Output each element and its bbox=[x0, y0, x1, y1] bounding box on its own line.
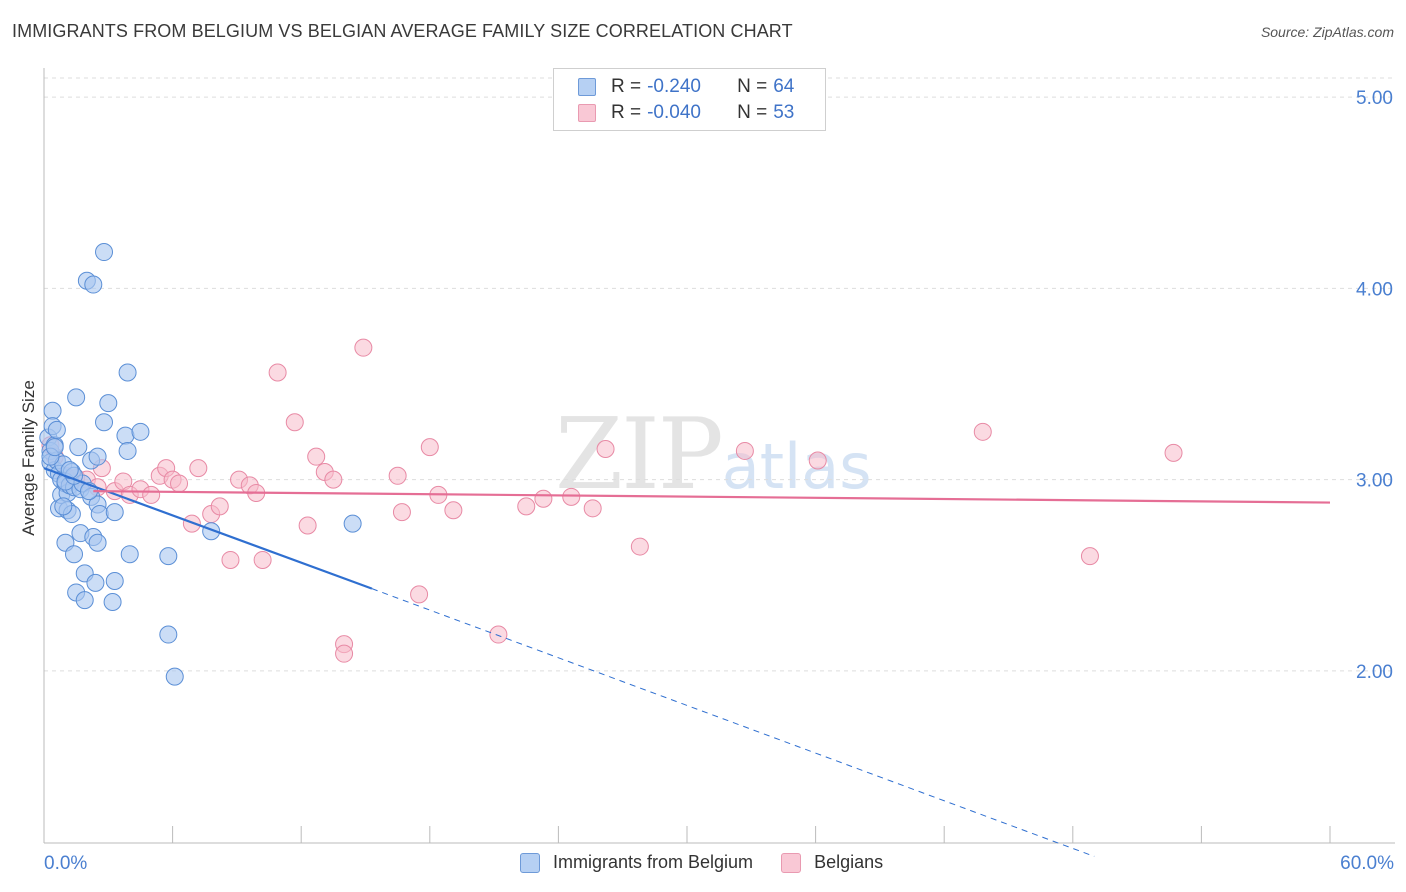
belgians-point bbox=[534, 489, 553, 508]
immigrants-point bbox=[69, 438, 88, 457]
belgians-point bbox=[1080, 547, 1099, 566]
belgians-point bbox=[808, 451, 827, 470]
y-tick-label: 2.00 bbox=[1356, 662, 1393, 683]
immigrants-point bbox=[47, 420, 66, 439]
immigrants-point bbox=[67, 388, 86, 407]
axis-labels: 2.00 3.00 4.00 5.00 0.0% 60.0% Average Family … bbox=[19, 88, 1394, 874]
series-legend-immigrants[interactable]: Immigrants from Belgium bbox=[520, 852, 753, 873]
belgians-point bbox=[335, 644, 354, 663]
series-legend: Immigrants from Belgium Belgians bbox=[520, 852, 911, 873]
belgians-point bbox=[253, 550, 272, 569]
legend-r-label: R = bbox=[611, 76, 642, 97]
immigrants-point bbox=[88, 533, 107, 552]
belgians-point bbox=[735, 441, 754, 460]
immigrants-point bbox=[45, 438, 64, 457]
immigrants-point bbox=[116, 426, 135, 445]
belgians-point bbox=[562, 487, 581, 506]
immigrants-point bbox=[86, 573, 105, 592]
belgians-point bbox=[307, 447, 326, 466]
immigrants-point bbox=[105, 503, 124, 522]
legend-swatch-blue bbox=[578, 78, 596, 96]
belgians-point bbox=[388, 466, 407, 485]
legend-n-label: N = bbox=[737, 76, 768, 97]
belgians-point bbox=[210, 497, 229, 516]
immigrants-point bbox=[105, 571, 124, 590]
belgians-point bbox=[583, 499, 602, 518]
trend-lines bbox=[43, 467, 1331, 857]
belgians-point bbox=[354, 338, 373, 357]
y-tick-label: 4.00 bbox=[1356, 279, 1393, 300]
immigrants-point bbox=[43, 401, 62, 420]
y-tick-label: 3.00 bbox=[1356, 471, 1393, 492]
series-legend-label: Belgians bbox=[814, 852, 884, 872]
series-swatch-blue bbox=[520, 852, 540, 873]
series-legend-belgians[interactable]: Belgians bbox=[781, 852, 883, 873]
immigrants-point bbox=[159, 625, 178, 644]
immigrants-point bbox=[84, 275, 103, 294]
belgians-point bbox=[268, 363, 287, 382]
legend-row-immigrants: R = -0.240 N = 64 bbox=[578, 75, 794, 99]
legend-r-value: -0.240 bbox=[647, 76, 701, 97]
immigrants-point bbox=[165, 667, 184, 686]
immigrants-point bbox=[75, 591, 94, 610]
series-legend-label: Immigrants from Belgium bbox=[553, 852, 754, 872]
immigrants-point bbox=[159, 547, 178, 566]
immigrants-point bbox=[54, 497, 73, 516]
immigrants-point bbox=[118, 441, 137, 460]
x-tick-label: 60.0% bbox=[1340, 853, 1394, 874]
correlation-legend: R = -0.240 N = 64 R = -0.040 N = 53 bbox=[553, 68, 826, 131]
y-axis-label: Average Family Size bbox=[19, 380, 38, 536]
immigrants-trend-extension bbox=[371, 588, 1095, 857]
immigrants-point bbox=[88, 447, 107, 466]
belgians-point bbox=[298, 516, 317, 535]
belgians-point bbox=[630, 537, 649, 556]
legend-n-value: 53 bbox=[773, 102, 795, 123]
belgians-point bbox=[973, 422, 992, 441]
legend-row-belgians: R = -0.040 N = 53 bbox=[578, 101, 794, 125]
x-tick-label: 0.0% bbox=[44, 853, 87, 874]
belgians-point bbox=[489, 625, 508, 644]
chart-source: Source: ZipAtlas.com bbox=[1260, 24, 1394, 40]
belgians-point bbox=[410, 585, 429, 604]
grid-layer bbox=[44, 77, 1395, 672]
belgians-point bbox=[170, 474, 189, 493]
legend-r-label: R = bbox=[611, 102, 642, 123]
immigrants-point bbox=[65, 545, 84, 564]
legend-n-value: 64 bbox=[773, 76, 795, 97]
belgians-point bbox=[221, 550, 240, 569]
belgians-point bbox=[392, 503, 411, 522]
series-swatch-pink bbox=[781, 852, 802, 873]
legend-r-value: -0.040 bbox=[647, 102, 701, 123]
belgians-point bbox=[1164, 443, 1183, 462]
immigrants-point bbox=[99, 394, 118, 413]
belgians-point bbox=[444, 501, 463, 520]
immigrants-point bbox=[103, 593, 122, 612]
axis-layer bbox=[43, 68, 1395, 844]
immigrants-points bbox=[39, 243, 362, 686]
belgians-point bbox=[517, 497, 536, 516]
belgians-point bbox=[596, 440, 615, 459]
legend-swatch-pink bbox=[578, 104, 596, 122]
watermark-zip: ZIP bbox=[555, 398, 724, 512]
immigrants-trend-line bbox=[43, 467, 373, 590]
legend-n-label: N = bbox=[737, 102, 768, 123]
belgians-point bbox=[420, 438, 439, 457]
belgians-trend-line bbox=[93, 490, 1331, 504]
belgians-point bbox=[142, 485, 161, 504]
immigrants-point bbox=[343, 514, 362, 533]
immigrants-point bbox=[95, 413, 114, 432]
belgians-point bbox=[285, 413, 304, 432]
y-tick-label: 5.00 bbox=[1356, 88, 1393, 109]
immigrants-point bbox=[131, 422, 150, 441]
chart-title: IMMIGRANTS FROM BELGIUM VS BELGIAN AVERA… bbox=[12, 21, 793, 41]
immigrants-point bbox=[120, 545, 139, 564]
immigrants-point bbox=[90, 505, 109, 524]
belgians-point bbox=[189, 459, 208, 478]
belgians-point bbox=[324, 470, 343, 489]
immigrants-point bbox=[118, 363, 137, 382]
immigrants-point bbox=[95, 243, 114, 262]
